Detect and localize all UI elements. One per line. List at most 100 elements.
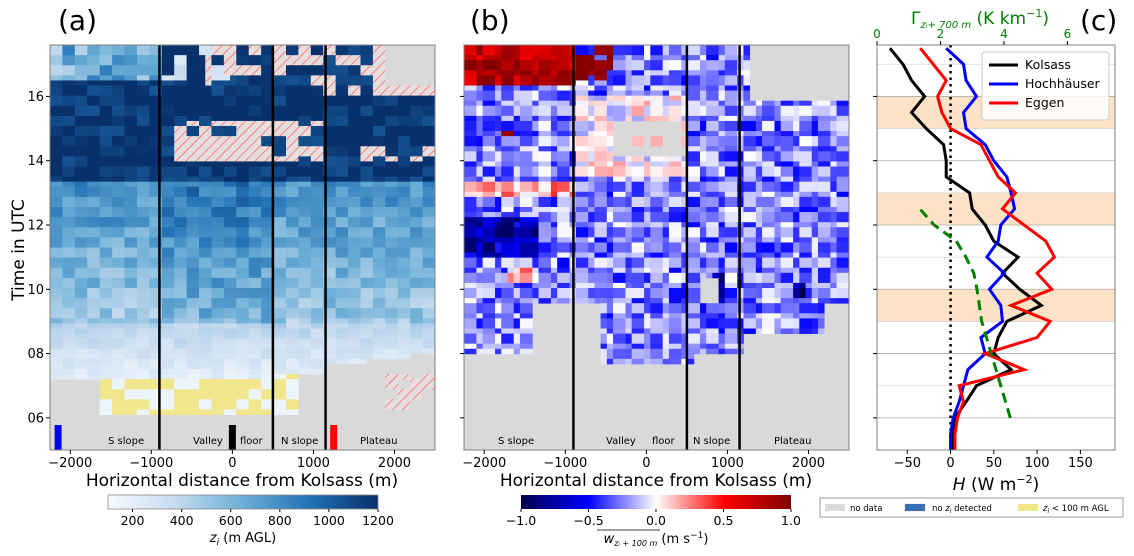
- heatmap-cell: [310, 369, 318, 375]
- heatmap-cell: [354, 308, 361, 314]
- heatmap-cell: [192, 232, 200, 238]
- heatmap-cell: [211, 348, 219, 355]
- heatmap-cell: [242, 277, 250, 284]
- heatmap-cell: [99, 217, 107, 223]
- heatmap-cell: [248, 90, 256, 97]
- heatmap-cell: [161, 181, 169, 188]
- heatmap-cell: [507, 50, 515, 56]
- heatmap-cell: [112, 136, 119, 142]
- heatmap-cell: [354, 131, 361, 137]
- heatmap-cell: [544, 75, 552, 81]
- heatmap-cell: [341, 217, 349, 223]
- heatmap-cell: [174, 217, 181, 223]
- heatmap-cell: [292, 156, 299, 162]
- heatmap-cell: [366, 277, 374, 284]
- heatmap-cell: [410, 262, 417, 269]
- heatmap-cell: [149, 80, 156, 86]
- heatmap-cell: [211, 136, 219, 142]
- heatmap-cell: [56, 131, 63, 137]
- heatmap-cell: [143, 252, 150, 259]
- heatmap-cell: [50, 374, 57, 380]
- heatmap-cell: [348, 298, 355, 304]
- heatmap-cell: [50, 60, 57, 66]
- heatmap-cell: [199, 328, 206, 334]
- heatmap-cell: [217, 384, 225, 390]
- heatmap-cell: [130, 120, 138, 127]
- heatmap-cell: [143, 318, 150, 324]
- heatmap-cell: [242, 303, 250, 309]
- heatmap-cell: [50, 70, 57, 76]
- heatmap-cell: [105, 389, 113, 395]
- heatmap-cell: [619, 45, 626, 51]
- heatmap-cell: [348, 242, 355, 248]
- heatmap-cell: [105, 242, 113, 248]
- heatmap-cell: [335, 207, 343, 213]
- heatmap-cell: [273, 95, 281, 102]
- heatmap-cell: [149, 120, 156, 127]
- heatmap-cell: [248, 100, 256, 107]
- heatmap-cell: [180, 242, 188, 248]
- heatmap-cell: [563, 100, 570, 107]
- heatmap-cell: [261, 95, 268, 102]
- heatmap-cell: [519, 50, 527, 56]
- heatmap-cell: [186, 404, 194, 410]
- heatmap-cell: [143, 110, 150, 117]
- heatmap-cell: [199, 196, 206, 203]
- heatmap-cell: [192, 374, 200, 380]
- heatmap-cell: [217, 308, 225, 314]
- heatmap-cell: [354, 181, 361, 188]
- heatmap-cell: [391, 338, 399, 345]
- heatmap-cell: [385, 90, 392, 97]
- heatmap-cell: [174, 328, 181, 334]
- heatmap-cell: [310, 126, 318, 132]
- heatmap-cell: [675, 45, 682, 51]
- heatmap-cell: [329, 156, 337, 162]
- heatmap-cell: [205, 120, 212, 127]
- heatmap-cell: [329, 288, 337, 294]
- heatmap-cell: [236, 384, 243, 390]
- heatmap-cell: [273, 369, 281, 375]
- heatmap-cell: [230, 80, 237, 86]
- heatmap-cell: [87, 227, 94, 233]
- heatmap-cell: [174, 298, 181, 304]
- heatmap-cell: [625, 110, 633, 117]
- heatmap-cell: [230, 151, 237, 157]
- heatmap-cell: [93, 257, 101, 264]
- heatmap-cell: [192, 242, 200, 248]
- heatmap-cell: [267, 404, 274, 410]
- heatmap-cell: [223, 363, 231, 370]
- heatmap-cell: [273, 394, 281, 400]
- heatmap-cell: [416, 176, 423, 183]
- heatmap-cell: [391, 288, 399, 294]
- heatmap-cell: [174, 338, 181, 345]
- heatmap-cell: [588, 90, 595, 97]
- heatmap-cell: [304, 343, 312, 350]
- heatmap-cell: [385, 161, 392, 167]
- heatmap-cell: [464, 55, 471, 61]
- heatmap-cell: [192, 288, 200, 294]
- heatmap-cell: [136, 136, 144, 142]
- heatmap-cell: [285, 50, 293, 56]
- heatmap-cell: [575, 85, 583, 91]
- heatmap-cell: [391, 282, 399, 289]
- heatmap-cell: [372, 267, 380, 274]
- heatmap-cell: [217, 136, 225, 142]
- heatmap-cell: [143, 100, 150, 107]
- heatmap-cell: [81, 318, 88, 324]
- heatmap-cell: [422, 105, 430, 112]
- heatmap-cell: [267, 181, 274, 188]
- heatmap-cell: [261, 358, 268, 365]
- heatmap-cell: [87, 151, 94, 157]
- heatmap-cell: [236, 166, 243, 172]
- heatmap-cell: [248, 45, 256, 51]
- heatmap-cell: [372, 298, 380, 304]
- heatmap-cell: [410, 242, 417, 248]
- heatmap-cell: [538, 70, 546, 76]
- heatmap-cell: [310, 171, 318, 178]
- heatmap-cell: [192, 277, 200, 284]
- heatmap-cell: [223, 212, 231, 218]
- heatmap-cell: [366, 85, 374, 91]
- heatmap-cell: [62, 343, 70, 350]
- heatmap-cell: [68, 80, 76, 86]
- heatmap-cell: [186, 272, 194, 279]
